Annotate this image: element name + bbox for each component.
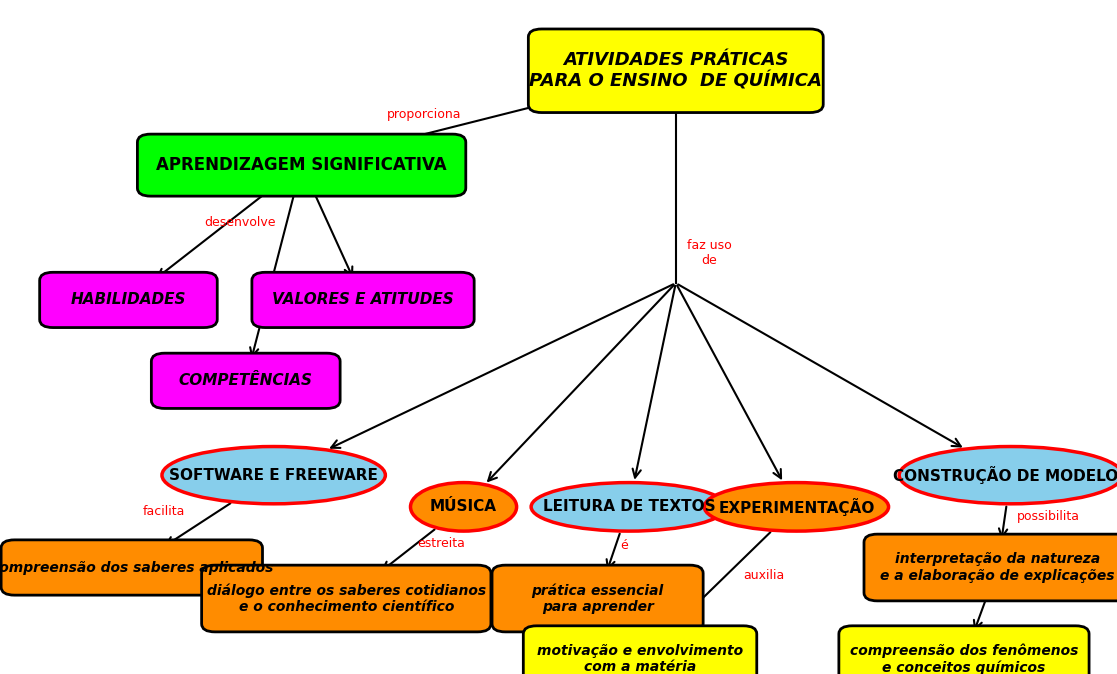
Text: faz uso
de: faz uso de bbox=[687, 239, 732, 267]
Text: desenvolve: desenvolve bbox=[204, 216, 276, 229]
Text: compreensão dos fenômenos
e conceitos químicos: compreensão dos fenômenos e conceitos qu… bbox=[850, 644, 1078, 674]
FancyBboxPatch shape bbox=[252, 272, 474, 328]
Text: diálogo entre os saberes cotidianos
e o conhecimento científico: diálogo entre os saberes cotidianos e o … bbox=[207, 583, 486, 614]
Text: APRENDIZAGEM SIGNIFICATIVA: APRENDIZAGEM SIGNIFICATIVA bbox=[156, 156, 447, 174]
FancyBboxPatch shape bbox=[1, 540, 262, 595]
FancyBboxPatch shape bbox=[152, 353, 340, 408]
Text: motivação e envolvimento
com a matéria: motivação e envolvimento com a matéria bbox=[537, 644, 743, 674]
Text: compreensão dos saberes aplicados: compreensão dos saberes aplicados bbox=[0, 561, 273, 574]
Ellipse shape bbox=[899, 446, 1117, 504]
FancyBboxPatch shape bbox=[523, 625, 756, 674]
Text: LEITURA DE TEXTOS: LEITURA DE TEXTOS bbox=[543, 499, 715, 514]
FancyBboxPatch shape bbox=[201, 565, 491, 632]
Text: MÚSICA: MÚSICA bbox=[430, 499, 497, 514]
FancyBboxPatch shape bbox=[40, 272, 217, 328]
Ellipse shape bbox=[162, 446, 385, 504]
Text: VALORES E ATITUDES: VALORES E ATITUDES bbox=[273, 293, 454, 307]
Text: prática essencial
para aprender: prática essencial para aprender bbox=[532, 583, 663, 614]
Text: interpretação da natureza
e a elaboração de explicações: interpretação da natureza e a elaboração… bbox=[880, 553, 1115, 582]
Text: facilita: facilita bbox=[143, 505, 185, 518]
FancyBboxPatch shape bbox=[528, 29, 823, 113]
Text: HABILIDADES: HABILIDADES bbox=[70, 293, 187, 307]
Text: estreita: estreita bbox=[418, 537, 465, 550]
Text: auxilia: auxilia bbox=[743, 569, 784, 582]
Text: SOFTWARE E FREEWARE: SOFTWARE E FREEWARE bbox=[170, 468, 378, 483]
Text: ATIVIDADES PRÁTICAS
PARA O ENSINO  DE QUÍMICA: ATIVIDADES PRÁTICAS PARA O ENSINO DE QUÍ… bbox=[529, 51, 822, 91]
FancyBboxPatch shape bbox=[491, 565, 704, 632]
Text: COMPETÊNCIAS: COMPETÊNCIAS bbox=[179, 373, 313, 388]
FancyBboxPatch shape bbox=[137, 134, 466, 196]
Ellipse shape bbox=[532, 483, 726, 531]
Text: proporciona: proporciona bbox=[388, 108, 461, 121]
FancyBboxPatch shape bbox=[839, 625, 1089, 674]
Text: EXPERIMENTAÇÃO: EXPERIMENTAÇÃO bbox=[718, 498, 875, 516]
FancyBboxPatch shape bbox=[865, 534, 1117, 601]
Ellipse shape bbox=[410, 483, 516, 531]
Text: é: é bbox=[621, 539, 629, 552]
Ellipse shape bbox=[704, 483, 889, 531]
Text: CONSTRUÇÃO DE MODELOS: CONSTRUÇÃO DE MODELOS bbox=[892, 466, 1117, 484]
Text: possibilita: possibilita bbox=[1018, 510, 1080, 523]
